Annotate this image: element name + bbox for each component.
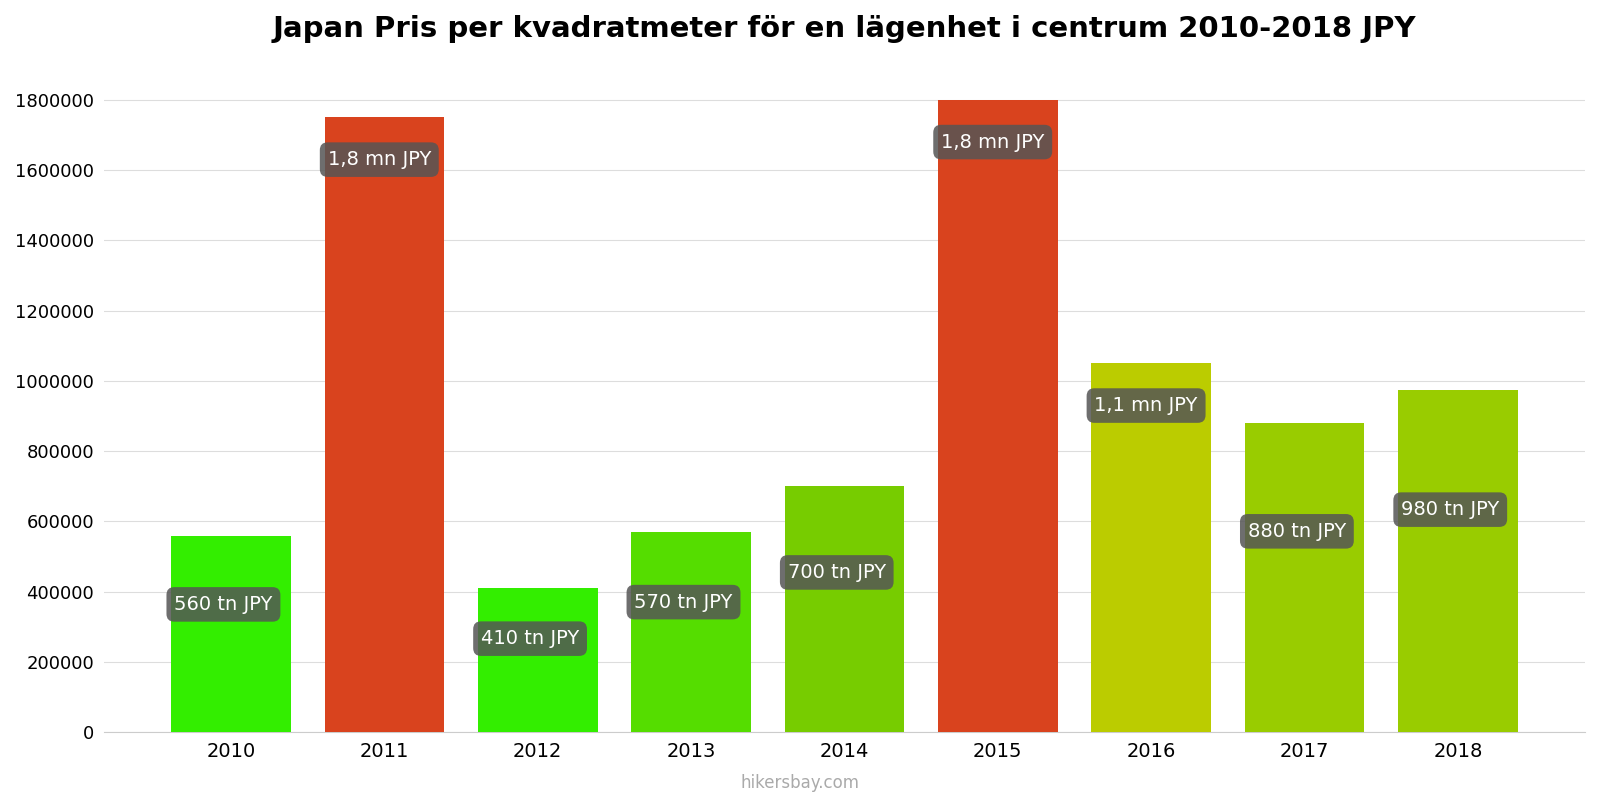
Bar bbox=[478, 588, 597, 732]
Bar bbox=[784, 486, 904, 732]
Text: 700 tn JPY: 700 tn JPY bbox=[787, 563, 886, 582]
Text: 1,8 mn JPY: 1,8 mn JPY bbox=[941, 133, 1045, 151]
Bar bbox=[1398, 390, 1518, 732]
Title: Japan Pris per kvadratmeter för en lägenhet i centrum 2010-2018 JPY: Japan Pris per kvadratmeter för en lägen… bbox=[272, 15, 1416, 43]
Text: 1,1 mn JPY: 1,1 mn JPY bbox=[1094, 396, 1198, 415]
Text: hikersbay.com: hikersbay.com bbox=[741, 774, 859, 792]
Text: 560 tn JPY: 560 tn JPY bbox=[174, 595, 272, 614]
Bar bbox=[632, 532, 750, 732]
Bar bbox=[325, 118, 445, 732]
Text: 1,8 mn JPY: 1,8 mn JPY bbox=[328, 150, 430, 169]
Bar bbox=[938, 100, 1058, 732]
Bar bbox=[1091, 363, 1211, 732]
Text: 410 tn JPY: 410 tn JPY bbox=[482, 629, 579, 648]
Text: 980 tn JPY: 980 tn JPY bbox=[1402, 500, 1499, 519]
Text: 570 tn JPY: 570 tn JPY bbox=[634, 593, 733, 612]
Bar bbox=[171, 535, 291, 732]
Text: 880 tn JPY: 880 tn JPY bbox=[1248, 522, 1346, 541]
Bar bbox=[1245, 423, 1365, 732]
